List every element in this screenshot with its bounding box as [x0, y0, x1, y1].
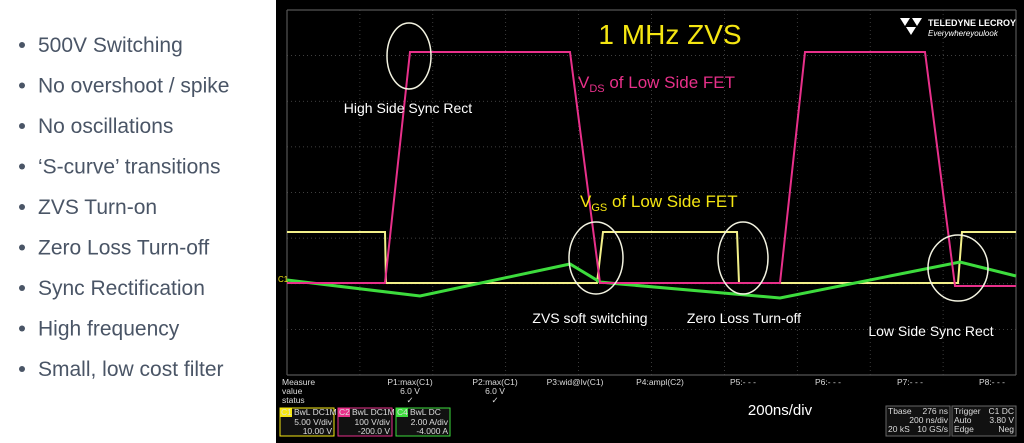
measure-name: P7:- - - [897, 377, 923, 387]
bullet-text: Zero Loss Turn-off [38, 237, 209, 260]
tbase-cell: 20 kS [888, 424, 910, 434]
trigger-cell: 3.80 V [989, 415, 1014, 425]
bullet-dot [19, 244, 25, 251]
tagline: Everywhereyoulook [928, 29, 999, 38]
channel-offset: -4.000 A [416, 426, 448, 436]
bullet-text: High frequency [38, 318, 180, 341]
bullet-dot [19, 163, 25, 170]
trigger-cell: Edge [954, 424, 974, 434]
measure-name: P6:- - - [815, 377, 841, 387]
channel-id: C1 [281, 407, 292, 417]
vds-trace [287, 51, 1016, 287]
annotation: Low Side Sync Rect [868, 323, 993, 339]
bullet-dot [19, 366, 25, 372]
tbase-cell: 276 ns [922, 406, 948, 416]
bullet-dot [19, 42, 25, 48]
channel-scale: 5.00 V/div [294, 417, 333, 427]
bullet-text: No overshoot / spike [38, 75, 229, 98]
bullet-dot [19, 82, 25, 89]
measure-name: P5:- - - [730, 377, 756, 387]
channel-scale: 100 V/div [355, 417, 391, 427]
measure-status: ✓ [491, 395, 498, 405]
bullet-text: 500V Switching [38, 34, 183, 57]
brand: TELEDYNE LECROY [928, 18, 1016, 28]
channel-marker: C1 [278, 275, 289, 284]
channel-tag [396, 408, 408, 417]
channel-coupling: BwL DC1M [352, 407, 395, 417]
annotation: Zero Loss Turn-off [687, 310, 801, 326]
measure-name: P8:- - - [979, 377, 1005, 387]
trigger-cell: Trigger [954, 406, 981, 416]
vgs-v: V [580, 192, 592, 211]
vgs-rest: of Low Side FET [607, 192, 737, 211]
channel-coupling: BwL DC [410, 407, 441, 417]
vds-label: VDS of Low Side FET [578, 73, 735, 95]
measure-name: P3:wid@lv(C1) [547, 377, 604, 387]
scope-screen [276, 0, 1024, 443]
trigger-box [951, 405, 1017, 437]
callout [717, 221, 769, 295]
bullet-text: ZVS Turn-on [38, 196, 157, 219]
tbase-cell: Tbase [888, 406, 912, 416]
annotation: ZVS soft switching [532, 310, 647, 326]
vds-sub: DS [589, 83, 604, 95]
annotation: High Side Sync Rect [344, 100, 473, 116]
channel-tag [280, 408, 292, 417]
trigger-cell: Auto [954, 415, 972, 425]
traces [286, 51, 1017, 300]
measure-header: status [282, 395, 305, 405]
bullet-dot [19, 325, 25, 332]
trigger-cell: Neg [998, 424, 1014, 434]
measure-status: ✓ [406, 395, 413, 405]
scope-title: 1 MHz ZVS [598, 19, 741, 50]
trigger-cell: C1 DC [988, 406, 1014, 416]
bullet-dot [19, 123, 25, 129]
channel-coupling: BwL DC1M [294, 407, 337, 417]
tbase-cell: 10 GS/s [917, 424, 948, 434]
channel-scale: 2.00 A/div [411, 417, 449, 427]
callouts [386, 22, 989, 302]
bullet-text: Sync Rectification [38, 277, 205, 300]
measure-header: Measure [282, 377, 315, 387]
generated: 500V Switching No overshoot / spike No osc… [19, 34, 1017, 437]
callout [927, 234, 989, 302]
vds-rest: of Low Side FET [605, 73, 735, 92]
measure-name: P2:max(C1) [472, 377, 518, 387]
bullet-text: ‘S-curve’ transitions [38, 156, 220, 179]
channel-id: C4 [397, 407, 408, 417]
bullet-dot [19, 285, 25, 291]
vgs-sub: GS [591, 202, 607, 214]
measure-name: P4:ampl(C2) [636, 377, 684, 387]
vgs-label: VGS of Low Side FET [580, 192, 738, 214]
bullet-text: Small, low cost filter [38, 358, 224, 381]
measure-value: 6.0 V [485, 386, 505, 396]
bullet-text: No oscillations [38, 115, 173, 138]
tbase-box [885, 405, 951, 437]
channel-id: C2 [339, 407, 350, 417]
measure-name: P1:max(C1) [387, 377, 433, 387]
logo-icon [900, 18, 922, 35]
channel-tag [338, 408, 350, 417]
measure-header: value [282, 386, 303, 396]
channel-offset: -200.0 V [358, 426, 390, 436]
bullet-dot [19, 204, 25, 210]
timebase-label: 200ns/div [748, 402, 813, 419]
vds-v: V [578, 73, 590, 92]
callout [386, 22, 432, 90]
measure-value: 6.0 V [400, 386, 420, 396]
channel-offset: 10.00 V [303, 426, 333, 436]
vgs-trace [287, 231, 1016, 284]
callout [568, 221, 624, 295]
tbase-cell: 200 ns/div [909, 415, 948, 425]
